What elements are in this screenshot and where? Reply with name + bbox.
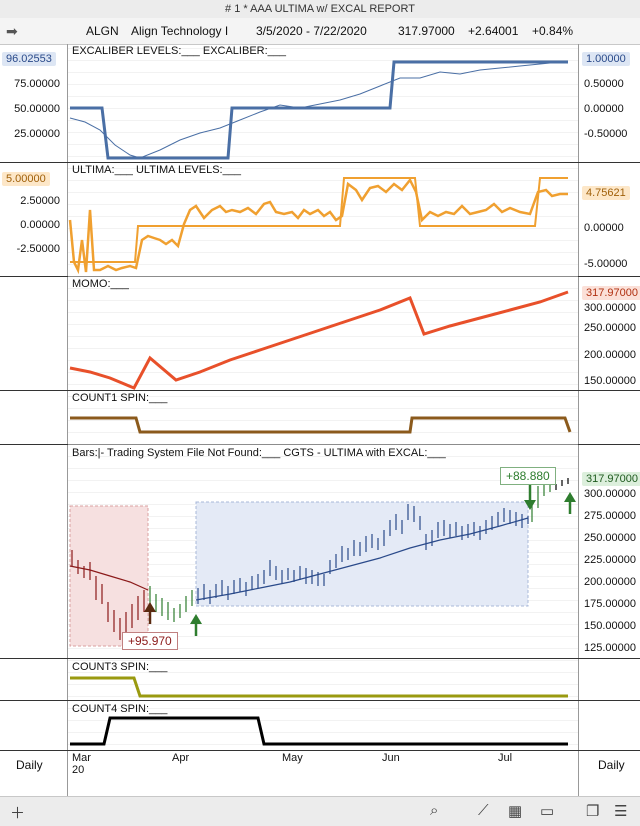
- right-period-label[interactable]: Daily: [598, 758, 625, 772]
- gain-annotation-left: +95.970: [122, 632, 178, 650]
- price-bars: [71, 478, 569, 640]
- panel-divider: [0, 750, 640, 751]
- up-arrow-icon: [144, 602, 156, 624]
- momo-right-tick: 300.00000: [584, 302, 636, 314]
- excaliber-right-tick: 0.00000: [584, 103, 624, 115]
- momo-right-tick: 250.00000: [584, 322, 636, 334]
- arrow-right-icon[interactable]: ➡: [6, 23, 18, 39]
- date-tick: Jul: [498, 752, 513, 764]
- ultima-left-tick: 2.50000: [20, 195, 60, 207]
- date-tick: Mar: [72, 752, 91, 764]
- right-axis-line: [578, 44, 579, 796]
- excaliber-label: EXCALIBER LEVELS:___ EXCALIBER:___: [72, 45, 287, 57]
- price: 317.97000: [398, 24, 455, 38]
- count4-line: [70, 716, 568, 746]
- bars-right-tick: 275.00000: [584, 510, 636, 522]
- year-tick: 20: [72, 764, 85, 776]
- left-axis-line: [67, 44, 68, 796]
- ultima-label: ULTIMA:___ ULTIMA LEVELS:___: [72, 164, 241, 176]
- date-range: 3/5/2020 - 7/22/2020: [256, 24, 367, 38]
- ultima-levels-line: [70, 177, 568, 263]
- pct-change: +0.84%: [532, 24, 574, 38]
- ultima-left-tick: -2.50000: [16, 243, 60, 255]
- bars-right-tick: 225.00000: [584, 554, 636, 566]
- up-arrow-icon: [564, 492, 576, 514]
- excaliber-right-tick: 0.50000: [584, 78, 624, 90]
- date-tick: Jun: [382, 752, 400, 764]
- ultima-right-tick: 0.00000: [584, 222, 624, 234]
- excaliber-right-tick: -0.50000: [584, 128, 628, 140]
- excaliber-left-value: 96.02553: [2, 52, 56, 66]
- date-tick: Apr: [172, 752, 190, 764]
- gain-annotation-right: +88.880: [500, 467, 556, 485]
- book-icon[interactable]: ❐: [586, 803, 600, 820]
- bars-right-tick: 125.00000: [584, 642, 636, 654]
- change: +2.64001: [468, 24, 519, 38]
- line-chart-icon[interactable]: ⟋: [478, 802, 489, 819]
- bars-label: Bars:|- Trading System File Not Found:__…: [72, 447, 446, 459]
- momo-right-tick: 200.00000: [584, 349, 636, 361]
- date-tick: May: [282, 752, 303, 764]
- up-region: [195, 501, 529, 607]
- excaliber-line: [69, 61, 568, 159]
- ultima-right-value: 4.75621: [582, 186, 630, 200]
- panel-icon[interactable]: ▭: [540, 803, 555, 820]
- list-icon[interactable]: ☰: [614, 803, 628, 820]
- momo-line: [69, 290, 569, 390]
- search-icon[interactable]: ⌕: [430, 802, 439, 819]
- count1-line: [70, 416, 572, 434]
- symbol-header: ➡ ALGN Align Technology I 3/5/2020 - 7/2…: [0, 18, 640, 45]
- bars-right-value: 317.97000: [582, 472, 640, 486]
- bars-right-tick: 200.00000: [584, 576, 636, 588]
- add-icon[interactable]: ＋: [10, 805, 26, 822]
- ultima-left-value: 5.00000: [2, 172, 50, 186]
- down-ma-line: [69, 565, 149, 591]
- count3-label: COUNT3 SPIN:___: [72, 661, 168, 673]
- excaliber-left-tick: 25.00000: [14, 128, 60, 140]
- momo-label: MOMO:___: [72, 278, 129, 290]
- ultima-line: [68, 177, 568, 275]
- bars-right-tick: 175.00000: [584, 598, 636, 610]
- symbol-name: Align Technology I: [131, 24, 229, 38]
- excaliber-right-value: 1.00000: [582, 52, 630, 66]
- window-title: # 1 * AAA ULTIMA w/ EXCAL REPORT: [0, 0, 640, 18]
- count1-label: COUNT1 SPIN:___: [72, 392, 168, 404]
- ultima-left-tick: 0.00000: [20, 219, 60, 231]
- count4-label: COUNT4 SPIN:___: [72, 703, 168, 715]
- grid-icon[interactable]: ▦: [508, 803, 523, 820]
- count3-line: [70, 676, 568, 698]
- momo-right-value: 317.97000: [582, 286, 640, 300]
- excaliber-left-tick: 50.00000: [14, 103, 60, 115]
- down-arrow-icon: [524, 484, 536, 510]
- ultima-right-tick: -5.00000: [584, 258, 628, 270]
- bars-right-tick: 150.00000: [584, 620, 636, 632]
- left-period-label[interactable]: Daily: [16, 758, 43, 772]
- symbol: ALGN: [86, 24, 119, 38]
- up-ma-line: [195, 517, 529, 601]
- excaliber-levels-line: [70, 60, 568, 160]
- bottom-toolbar: ＋ ⌕ ⟋ ▦ ▭ ❐ ☰: [0, 796, 640, 826]
- excaliber-left-tick: 75.00000: [14, 78, 60, 90]
- bars-right-tick: 300.00000: [584, 488, 636, 500]
- bars-right-tick: 250.00000: [584, 532, 636, 544]
- momo-right-tick: 150.00000: [584, 375, 636, 387]
- up-arrow-icon: [190, 614, 202, 636]
